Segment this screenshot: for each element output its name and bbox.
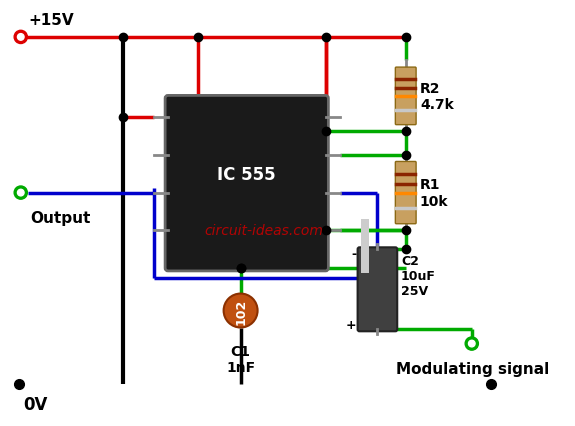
Circle shape xyxy=(17,35,24,41)
Text: 0V: 0V xyxy=(24,395,48,414)
Text: R1
10k: R1 10k xyxy=(420,178,448,208)
Bar xyxy=(361,219,369,273)
FancyBboxPatch shape xyxy=(165,96,328,271)
Circle shape xyxy=(14,31,28,44)
Circle shape xyxy=(469,340,475,347)
Text: C1
1nF: C1 1nF xyxy=(226,344,255,374)
Circle shape xyxy=(224,294,258,328)
Text: Modulating signal: Modulating signal xyxy=(396,361,550,376)
FancyBboxPatch shape xyxy=(396,162,416,224)
Text: Output: Output xyxy=(30,210,91,225)
Text: C2
10uF
25V: C2 10uF 25V xyxy=(401,254,436,297)
Circle shape xyxy=(14,187,28,200)
Text: -: - xyxy=(351,248,356,261)
Circle shape xyxy=(17,190,24,196)
FancyBboxPatch shape xyxy=(358,248,397,331)
Text: circuit-ideas.com: circuit-ideas.com xyxy=(205,224,324,238)
Text: IC 555: IC 555 xyxy=(217,165,276,183)
Text: R2
4.7k: R2 4.7k xyxy=(420,82,454,112)
FancyBboxPatch shape xyxy=(396,68,416,125)
Text: +: + xyxy=(346,319,356,331)
Circle shape xyxy=(465,337,478,350)
Text: 102: 102 xyxy=(234,298,247,324)
Text: +15V: +15V xyxy=(28,14,74,29)
